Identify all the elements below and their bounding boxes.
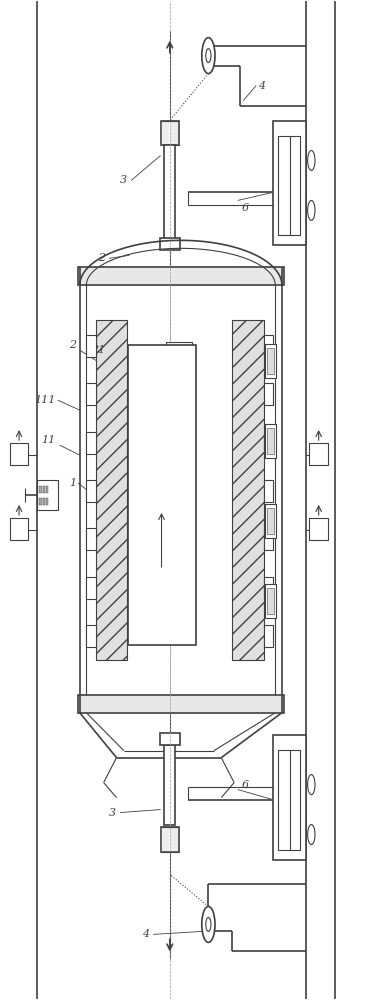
- Bar: [263, 432, 273, 454]
- Bar: [263, 577, 273, 599]
- Text: 2: 2: [98, 253, 106, 263]
- Bar: [10, 518, 28, 540]
- Circle shape: [308, 150, 315, 170]
- Text: A: A: [15, 525, 23, 534]
- Bar: [232, 320, 263, 660]
- Bar: [273, 735, 306, 859]
- Circle shape: [202, 906, 215, 942]
- Text: 21: 21: [91, 345, 105, 355]
- Bar: [265, 424, 276, 458]
- Bar: [267, 508, 274, 534]
- Bar: [86, 577, 96, 599]
- Bar: [46, 486, 48, 493]
- Circle shape: [202, 38, 215, 74]
- Bar: [161, 121, 179, 145]
- Bar: [86, 432, 96, 454]
- Text: 2: 2: [69, 340, 76, 350]
- Bar: [86, 480, 96, 502]
- Bar: [86, 625, 96, 647]
- Bar: [310, 518, 328, 540]
- Circle shape: [308, 200, 315, 220]
- Bar: [267, 428, 274, 454]
- Text: 3: 3: [109, 808, 116, 818]
- Bar: [265, 504, 276, 538]
- Bar: [267, 348, 274, 374]
- Bar: [273, 121, 306, 245]
- Bar: [78, 267, 284, 285]
- Text: 6: 6: [242, 780, 249, 790]
- Text: 4: 4: [258, 81, 265, 91]
- Text: 4: 4: [142, 929, 149, 939]
- Bar: [78, 695, 284, 713]
- Text: A: A: [315, 451, 323, 460]
- Bar: [164, 745, 175, 825]
- Bar: [86, 383, 96, 405]
- Bar: [42, 486, 45, 493]
- Bar: [128, 345, 196, 645]
- Bar: [164, 145, 175, 240]
- Bar: [46, 498, 48, 505]
- Bar: [159, 238, 180, 250]
- Bar: [42, 498, 45, 505]
- Text: A: A: [315, 525, 323, 534]
- Bar: [263, 335, 273, 357]
- Bar: [278, 136, 300, 235]
- Text: 3: 3: [120, 175, 127, 185]
- Bar: [10, 443, 28, 465]
- Bar: [96, 320, 127, 660]
- Bar: [263, 480, 273, 502]
- Bar: [263, 625, 273, 647]
- Bar: [39, 498, 42, 505]
- Bar: [86, 528, 96, 550]
- Bar: [39, 486, 42, 493]
- Bar: [156, 369, 164, 387]
- Circle shape: [206, 49, 211, 63]
- Bar: [265, 584, 276, 618]
- Text: 111: 111: [34, 395, 55, 405]
- Bar: [263, 383, 273, 405]
- Bar: [86, 335, 96, 357]
- Circle shape: [308, 775, 315, 795]
- Text: A: A: [15, 451, 23, 460]
- Bar: [159, 733, 180, 745]
- Circle shape: [308, 825, 315, 845]
- Bar: [265, 344, 276, 378]
- Bar: [267, 588, 274, 614]
- Text: 1: 1: [69, 478, 76, 488]
- Text: 11: 11: [41, 435, 56, 445]
- Bar: [166, 342, 192, 360]
- Bar: [310, 443, 328, 465]
- Text: 6: 6: [242, 203, 249, 213]
- Bar: [161, 827, 179, 852]
- Bar: [263, 528, 273, 550]
- Bar: [278, 750, 300, 850]
- Bar: [38, 480, 58, 510]
- Circle shape: [206, 917, 211, 931]
